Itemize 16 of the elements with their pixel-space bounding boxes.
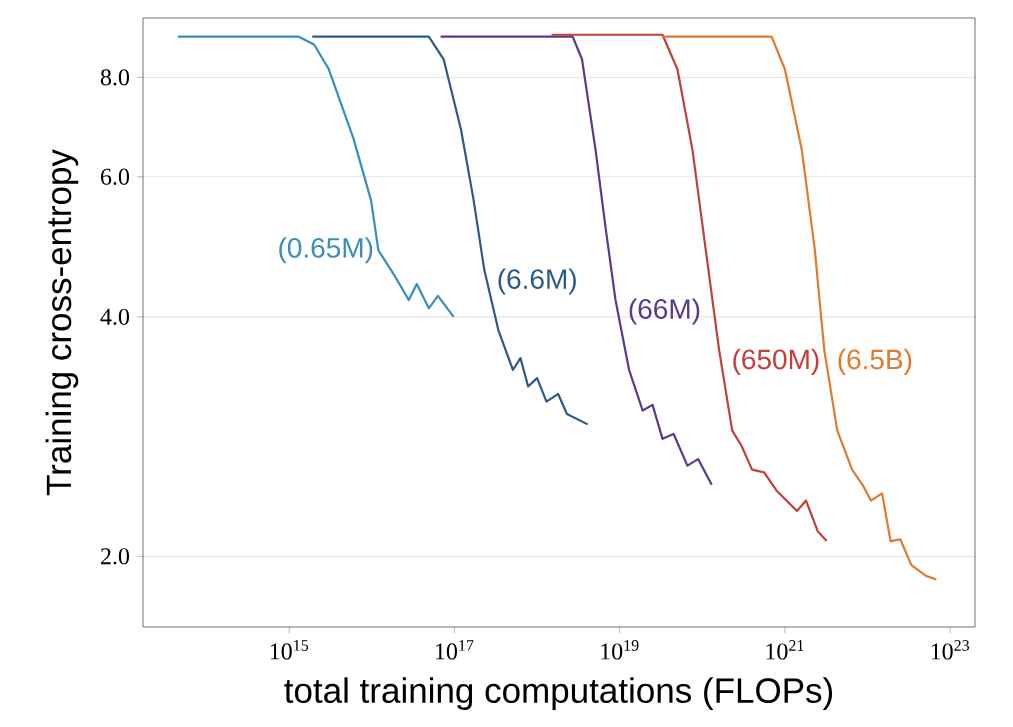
x-axis-title: total training computations (FLOPs): [284, 677, 833, 710]
y-tick-label: 6.0: [100, 168, 130, 185]
series-label: (66M): [629, 298, 700, 325]
x-tick-label: 10$^{23}$: [931, 640, 970, 660]
y-axis-title: Training cross-entropy: [45, 149, 79, 496]
series-label: (6.5B): [838, 348, 912, 375]
y-tick-label: 8.0: [100, 69, 130, 86]
y-tick-label: 4.0: [100, 308, 130, 325]
series-label: (650M): [733, 348, 819, 375]
series-label: (0.65M): [279, 237, 373, 264]
x-tick-label: 10$^{21}$: [766, 640, 804, 660]
x-tick-label: 10$^{19}$: [601, 640, 639, 660]
series-label: (6.6M): [498, 268, 576, 295]
y-tick-label: 2.0: [101, 548, 130, 565]
x-tick-label: 10$^{17}$: [436, 640, 474, 660]
x-tick-label: 10$^{15}$: [270, 640, 309, 660]
